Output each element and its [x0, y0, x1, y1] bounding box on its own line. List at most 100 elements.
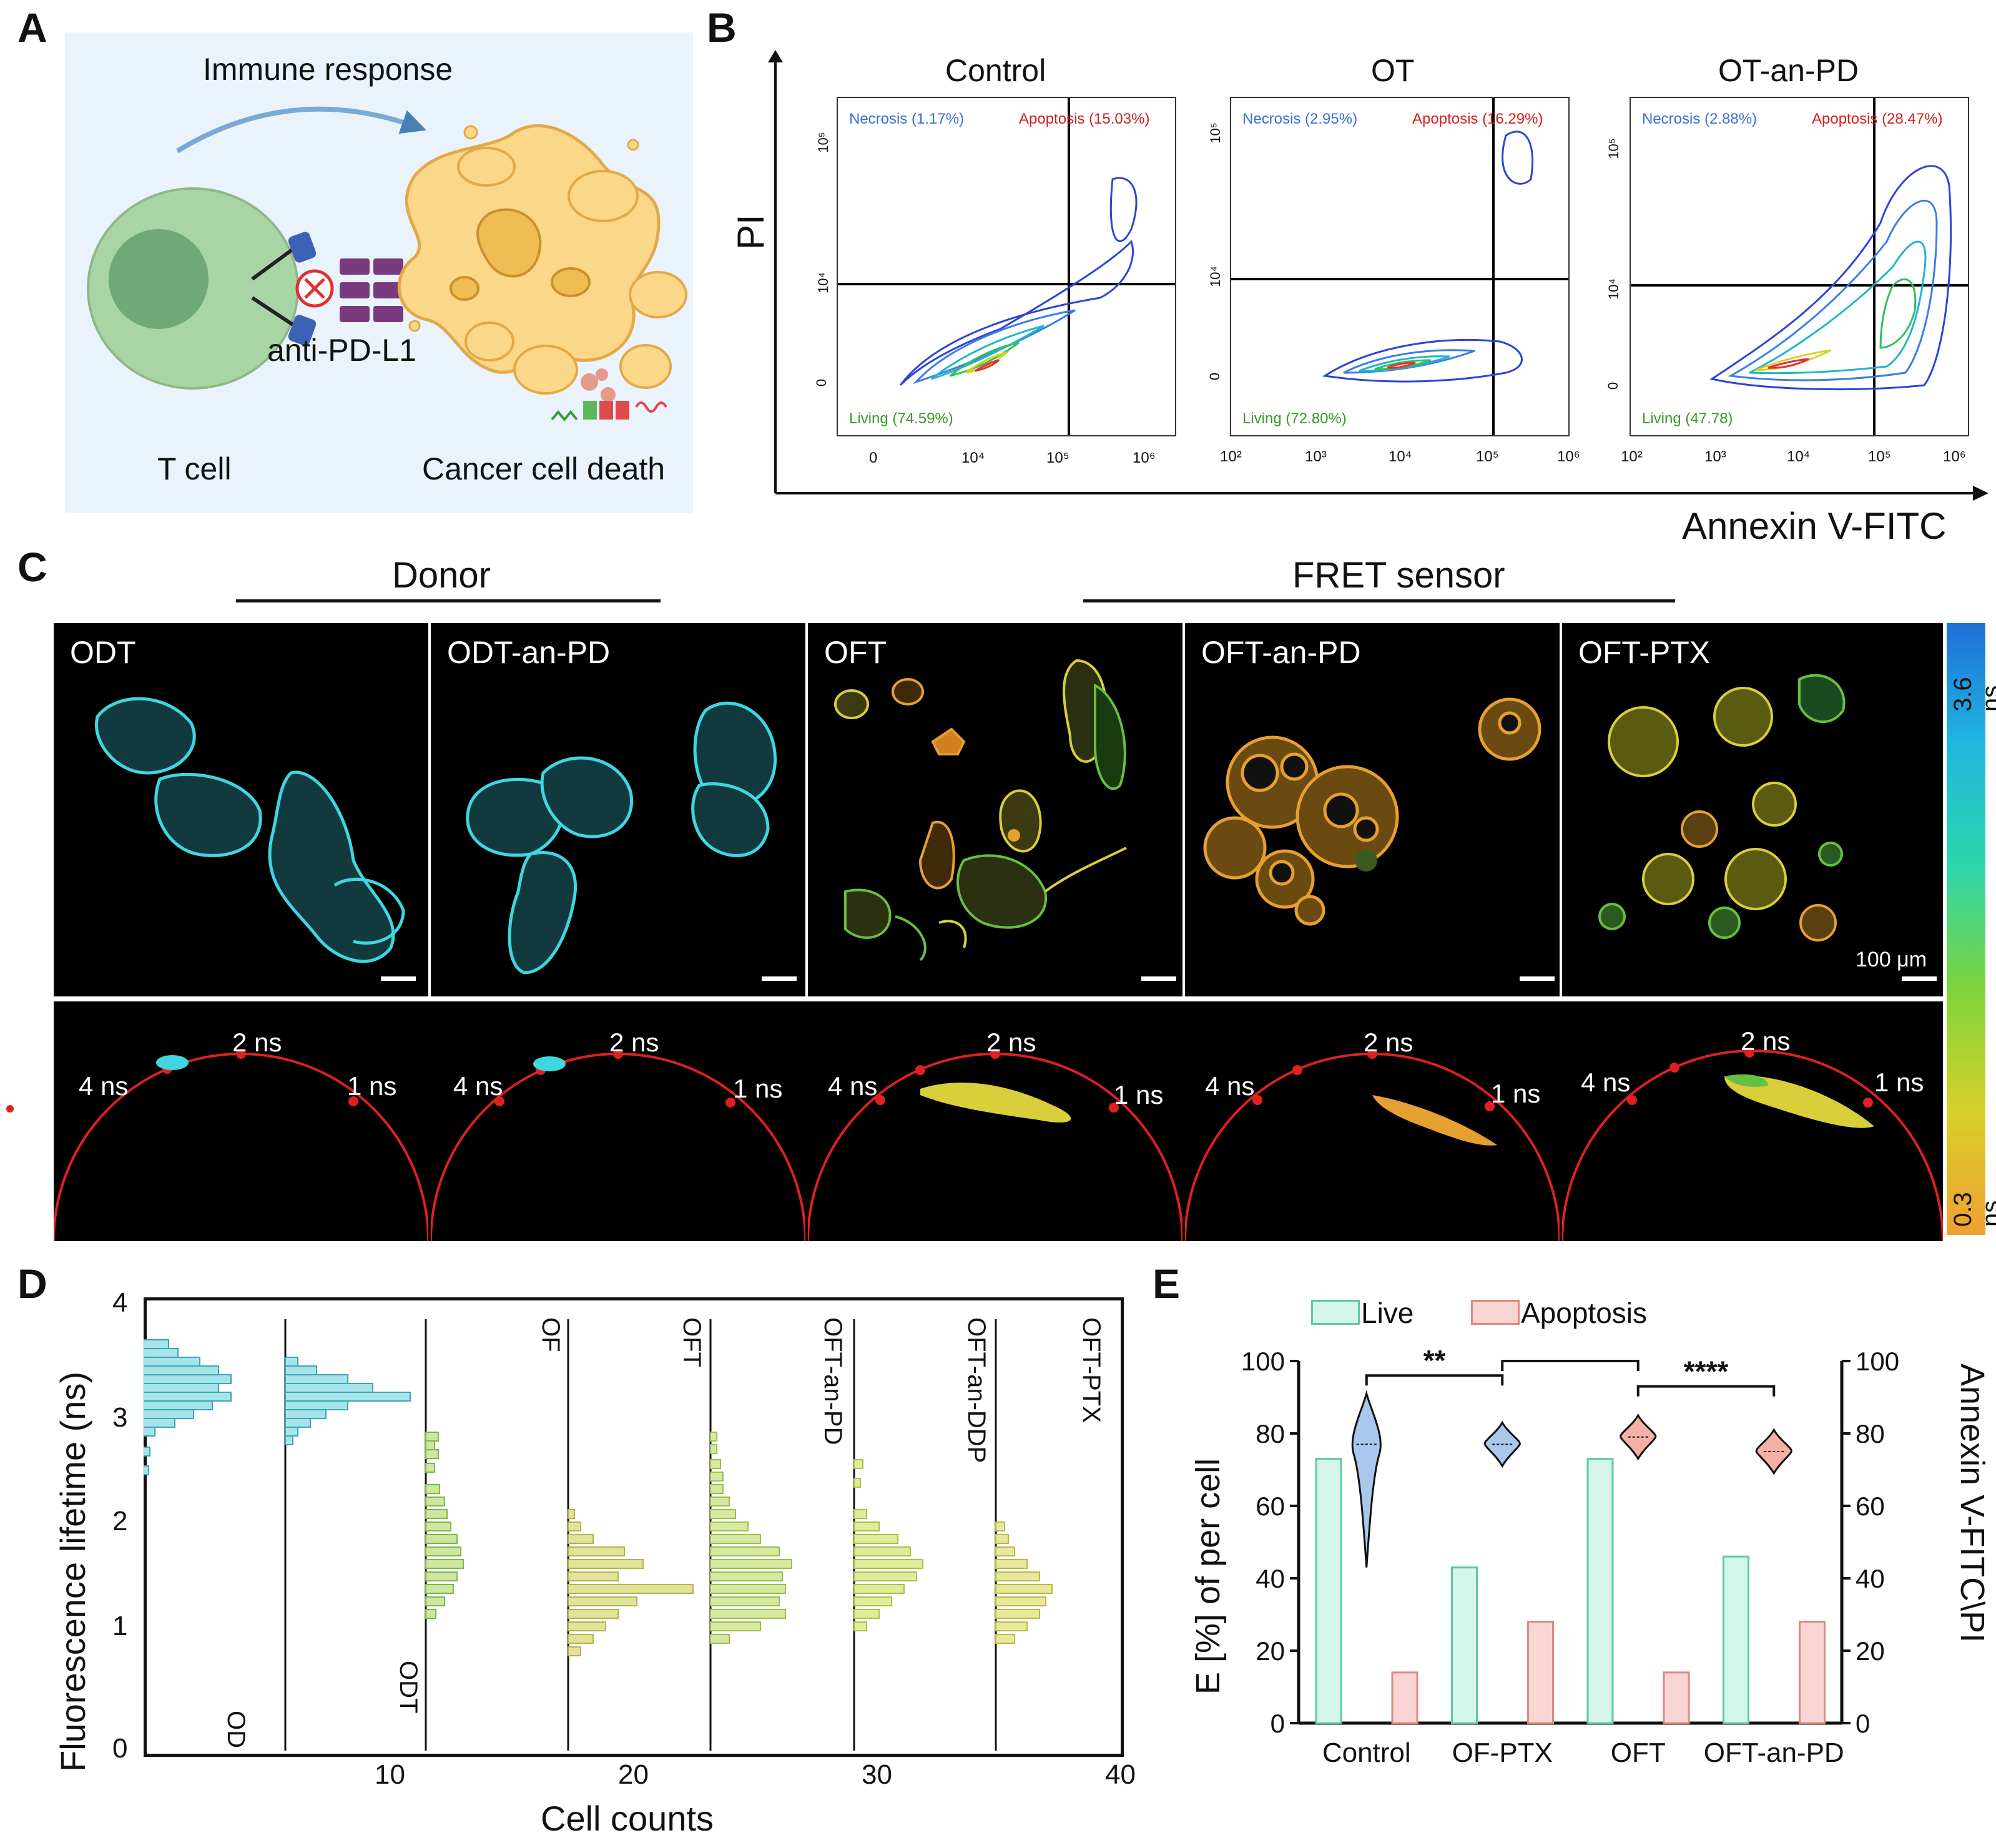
scale-bar: [762, 976, 797, 981]
panel-letter-b: B: [707, 4, 737, 51]
flow-plot-ot: Necrosis (2.95%) Apoptosis (16.29%) Livi…: [1230, 97, 1570, 436]
x-tick-label: Control: [1322, 1737, 1411, 1768]
red-dot-marker: [6, 1105, 14, 1113]
histogram-group-label: OD: [222, 1711, 250, 1748]
flow-plot-title: Control: [945, 53, 1046, 88]
significance-bracket: [1636, 1385, 1776, 1397]
y2-tick-label: 20: [1856, 1636, 1885, 1666]
legend-live-swatch: [1311, 1300, 1360, 1325]
phasor-label-2ns: 2 ns: [986, 1028, 1036, 1057]
y-tick: 0: [1207, 372, 1223, 381]
phasor-label-1ns: 1 ns: [1874, 1068, 1924, 1097]
lifetime-colorbar: [1947, 623, 1985, 1235]
y2-tick-label: 60: [1856, 1492, 1885, 1521]
phasor-label-4ns: 4 ns: [79, 1071, 129, 1101]
phasor-label-2ns: 2 ns: [1364, 1028, 1413, 1057]
phasor-label-4ns: 4 ns: [453, 1071, 503, 1101]
panel-e-chart: 0 0 20 20 40 40 60 60 80 80 100 100 Control OF-PTX OFT…: [1241, 1349, 1899, 1768]
phasor-label-4ns: 4 ns: [1581, 1068, 1631, 1097]
cell-image-odt: ODT: [54, 623, 428, 996]
bar-apoptosis: [1799, 1621, 1826, 1724]
x-tick: 10⁶: [1943, 448, 1966, 465]
y2-tick-label: 0: [1856, 1709, 1870, 1738]
y-tick-label: 60: [1256, 1492, 1285, 1521]
colorbar-top-label: 3.6 ns: [1949, 677, 1996, 712]
significance-label: ****: [1684, 1355, 1729, 1388]
legend-apoptosis-swatch: [1471, 1300, 1520, 1325]
panel-d-y-label: Fluorescence lifetime (ns): [53, 1371, 92, 1772]
x-tick: 20: [618, 1759, 649, 1790]
y-tick: 3: [112, 1402, 128, 1433]
living-label: Living (47.78): [1642, 410, 1733, 427]
y2-tick-label: 40: [1856, 1564, 1885, 1593]
x-tick: 0: [869, 450, 878, 466]
t-cell-label: T cell: [157, 451, 232, 486]
y-tick: 10⁵: [815, 132, 831, 153]
x-tick-label: OFT: [1611, 1737, 1666, 1768]
panel-d-x-label: Cell counts: [541, 1799, 714, 1838]
image-label: ODT: [70, 635, 136, 670]
flow-plot-ot-an-pd: Necrosis (2.88%) Apoptosis (28.47%) Livi…: [1630, 97, 1969, 436]
x-tick: 10⁶: [1133, 450, 1156, 466]
cell-image-oft-ptx: OFT-PTX 100 μm: [1562, 623, 1943, 996]
scale-bar: [1141, 976, 1176, 981]
donor-group-line: [236, 599, 661, 602]
x-tick: 10⁴: [1389, 448, 1412, 465]
panel-b-axes: [768, 50, 1989, 501]
y-tick: 0: [814, 378, 830, 387]
y-tick: 10⁴: [1605, 278, 1621, 300]
y2-tick-label: 80: [1856, 1419, 1885, 1448]
image-label: OFT-PTX: [1578, 635, 1711, 670]
panel-letter-e: E: [1153, 1261, 1181, 1307]
y-tick: 4: [112, 1287, 128, 1318]
colorbar-bottom-label: 0.3 ns: [1949, 1192, 1996, 1227]
x-tick-label: OFT-an-PD: [1704, 1737, 1844, 1768]
phasor-plot: 4 ns 2 ns 1 ns: [54, 1001, 428, 1241]
flow-plot-title: OT-an-PD: [1718, 53, 1859, 88]
phasor-label-1ns: 1 ns: [1114, 1080, 1164, 1109]
apoptosis-label: Apoptosis (16.29%): [1412, 111, 1543, 127]
donor-group-label: Donor: [392, 555, 491, 596]
y-tick: 10⁴: [815, 272, 831, 293]
y-tick-label: 20: [1256, 1636, 1285, 1666]
y2-tick-label: 100: [1856, 1349, 1899, 1376]
y-tick: 1: [112, 1611, 128, 1641]
cancer-cell-death-label: Cancer cell death: [422, 451, 666, 486]
histogram-group-label: ODT: [395, 1661, 422, 1714]
x-tick: 10⁵: [1046, 450, 1069, 466]
bar-apoptosis: [1391, 1671, 1418, 1724]
x-tick: 10⁴: [1787, 448, 1811, 465]
y-tick: 2: [112, 1506, 128, 1536]
image-label: OFT: [824, 635, 887, 670]
legend-apoptosis-label: Apoptosis: [1521, 1297, 1648, 1329]
image-label: ODT-an-PD: [447, 635, 611, 670]
panel-e-y-left-label: E [%] of per cell: [1189, 1458, 1227, 1694]
apoptosis-label: Apoptosis (28.47%): [1812, 111, 1943, 127]
fret-group-label: FRET sensor: [1292, 555, 1505, 596]
scale-bar: [1902, 976, 1937, 981]
flow-plot-title: OT: [1371, 53, 1415, 88]
phasor-label-4ns: 4 ns: [1205, 1071, 1255, 1101]
y-tick-label: 40: [1256, 1564, 1285, 1593]
image-label: OFT-an-PD: [1201, 635, 1361, 670]
panel-a-illustration: [65, 32, 693, 513]
histogram-frame: [144, 1297, 1124, 1757]
x-tick: 10⁵: [1868, 448, 1891, 465]
cell-image-oft-an-pd: OFT-an-PD: [1185, 623, 1560, 996]
phasor-plot: 4 ns 2 ns 1 ns: [431, 1001, 805, 1241]
violin-plot: [1351, 1390, 1382, 1568]
phasor-plot: 4 ns 2 ns 1 ns: [1185, 1001, 1560, 1241]
living-label: Living (72.80%): [1242, 410, 1347, 427]
panel-letter-a: A: [17, 4, 47, 51]
phasor-label-4ns: 4 ns: [828, 1071, 878, 1101]
x-tick: 10²: [1621, 448, 1643, 465]
x-tick: 10⁵: [1476, 448, 1499, 465]
significance-label: **: [1423, 1349, 1446, 1377]
x-tick: 10⁶: [1557, 448, 1580, 465]
fret-group-line: [1083, 599, 1675, 602]
panel-letter-d: D: [17, 1261, 47, 1307]
x-tick: 10³: [1704, 448, 1726, 465]
phasor-plot: 4 ns 2 ns 1 ns: [1562, 1001, 1943, 1241]
x-tick: 10²: [1220, 448, 1242, 465]
scale-bar: [1520, 976, 1555, 981]
